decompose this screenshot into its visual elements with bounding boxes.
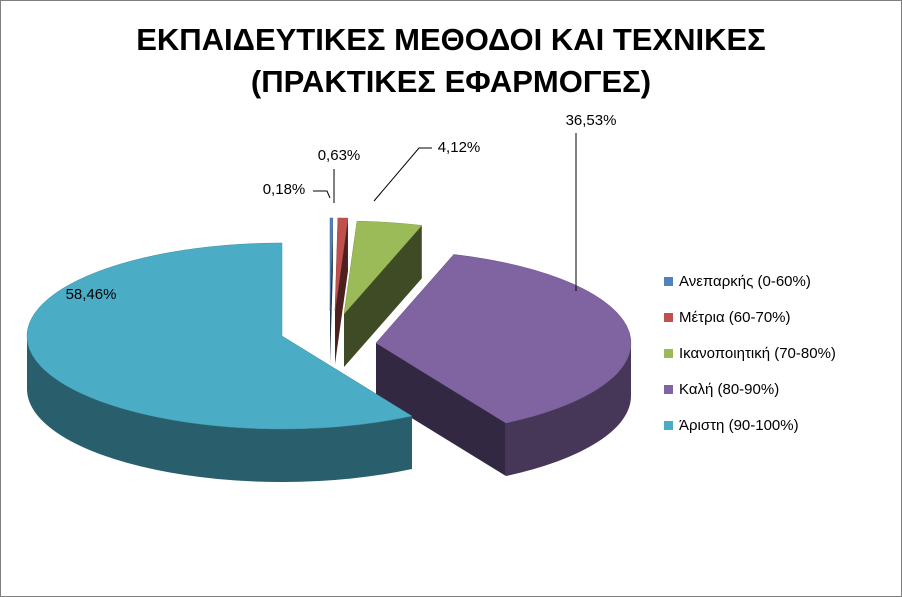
leader-line (313, 190, 331, 199)
data-labels: 0,18% 0,63% 4,12% 36,53% 58,46% (66, 112, 617, 303)
legend-label: Ανεπαρκής (0-60%) (679, 272, 811, 290)
legend-item: Ανεπαρκής (0-60%) (664, 263, 836, 299)
legend-item: Άριστη (90-100%) (664, 407, 836, 443)
pie-tops (26, 217, 632, 430)
legend-swatch (664, 348, 673, 358)
legend-swatch (664, 384, 673, 394)
chart-title-line-1: ΕΚΠΑΙΔΕΥΤΙΚΕΣ ΜΕΘΟΔΟΙ ΚΑΙ ΤΕΧΝΙΚΕΣ (136, 22, 766, 57)
slice-side (344, 225, 422, 367)
legend-item: Μέτρια (60-70%) (664, 299, 836, 335)
slice-side (330, 218, 333, 364)
data-label: 4,12% (438, 139, 481, 156)
slice-side (335, 218, 348, 364)
data-label: 0,18% (263, 181, 306, 198)
legend: Ανεπαρκής (0-60%) Μέτρια (60-70%) Ικανοπ… (664, 263, 836, 443)
legend-label: Άριστη (90-100%) (679, 416, 799, 434)
slice-side (505, 343, 631, 477)
legend-item: Καλή (80-90%) (664, 371, 836, 407)
chart-title-line-2: (ΠΡΑΚΤΙΚΕΣ ΕΦΑΡΜΟΓΕΣ) (250, 64, 652, 99)
slice-side (376, 343, 506, 477)
chart-title: ΕΚΠΑΙΔΕΥΤΙΚΕΣ ΜΕΘΟΔΟΙ ΚΑΙ ΤΕΧΝΙΚΕΣ (ΠΡΑΚ… (1, 19, 901, 103)
legend-label: Καλή (80-90%) (679, 380, 780, 398)
legend-label: Ικανοποιητική (70-80%) (679, 344, 836, 362)
data-label: 36,53% (566, 112, 617, 129)
data-label: 0,63% (318, 147, 361, 164)
pie-slice (343, 220, 423, 315)
pie-slice (334, 217, 349, 312)
pie-slice (329, 217, 334, 312)
pie-slice (375, 254, 632, 424)
legend-label: Μέτρια (60-70%) (679, 308, 791, 326)
pie-slice (26, 242, 413, 430)
legend-item: Ικανοποιητική (70-80%) (664, 335, 836, 371)
legend-swatch (664, 276, 673, 286)
leader-line (373, 147, 432, 202)
slice-side (27, 336, 412, 482)
data-label: 58,46% (66, 286, 117, 303)
legend-swatch (664, 420, 673, 430)
legend-swatch (664, 312, 673, 322)
